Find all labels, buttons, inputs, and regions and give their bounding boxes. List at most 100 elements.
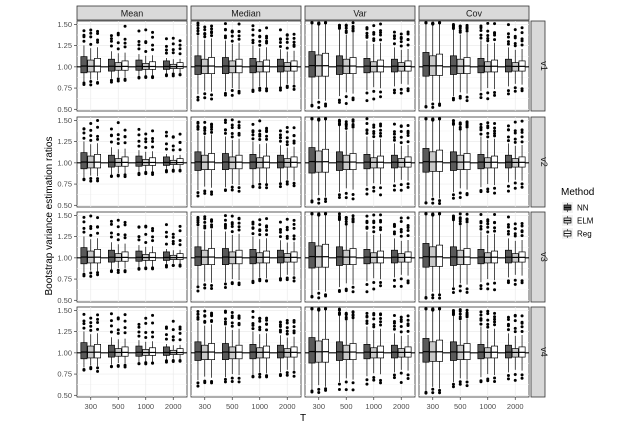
outlier-point	[116, 218, 120, 222]
outlier-point	[344, 23, 348, 27]
outlier-point	[251, 122, 255, 126]
outlier-point	[116, 225, 120, 229]
outlier-point	[337, 122, 341, 126]
outlier-point	[486, 21, 490, 25]
y-tick-label: 1.00	[57, 158, 72, 167]
outlier-point	[144, 172, 148, 176]
outlier-point	[479, 190, 483, 194]
outlier-point	[292, 139, 296, 143]
outlier-point	[178, 148, 182, 152]
outlier-point	[493, 311, 497, 315]
outlier-point	[178, 43, 182, 47]
outlier-point	[372, 123, 376, 127]
outlier-point	[292, 134, 296, 138]
outlier-point	[406, 376, 410, 380]
outlier-point	[96, 271, 100, 275]
outlier-point	[324, 117, 328, 121]
outlier-point	[265, 34, 269, 38]
outlier-point	[479, 92, 483, 96]
outlier-point	[493, 288, 497, 292]
outlier-point	[317, 117, 321, 121]
outlier-point	[89, 31, 93, 35]
outlier-point	[506, 35, 510, 39]
outlier-point	[392, 376, 396, 380]
outlier-point	[116, 232, 120, 236]
outlier-point	[223, 118, 227, 122]
outlier-point	[493, 126, 497, 130]
x-tick-label: 2000	[279, 402, 296, 411]
outlier-point	[406, 373, 410, 377]
outlier-point	[210, 125, 214, 129]
outlier-point	[285, 234, 289, 238]
outlier-point	[89, 321, 93, 325]
outlier-point	[144, 362, 148, 366]
outlier-point	[351, 21, 355, 25]
outlier-point	[372, 97, 376, 101]
outlier-point	[203, 319, 207, 323]
outlier-point	[372, 189, 376, 193]
outlier-point	[451, 193, 455, 197]
outlier-point	[506, 215, 510, 219]
outlier-point	[506, 184, 510, 188]
outlier-point	[317, 307, 321, 311]
outlier-point	[506, 42, 510, 46]
facet-strip-label: v4	[539, 347, 549, 357]
box-reg	[436, 339, 444, 362]
outlier-point	[223, 320, 227, 324]
y-tick-label: 0.75	[57, 84, 72, 93]
box-nn	[80, 152, 88, 170]
outlier-point	[493, 90, 497, 94]
outlier-point	[278, 320, 282, 324]
outlier-point	[96, 118, 100, 122]
outlier-point	[96, 38, 100, 42]
outlier-point	[292, 370, 296, 374]
outlier-point	[96, 320, 100, 324]
y-tick-label: 1.25	[57, 232, 72, 241]
outlier-point	[372, 280, 376, 284]
outlier-point	[196, 191, 200, 195]
outlier-point	[230, 89, 234, 93]
outlier-point	[520, 224, 524, 228]
panel-median-v3	[190, 211, 302, 303]
outlier-point	[465, 23, 469, 27]
outlier-point	[210, 24, 214, 28]
outlier-point	[278, 136, 282, 140]
outlier-point	[223, 317, 227, 321]
outlier-point	[223, 309, 227, 313]
outlier-point	[451, 196, 455, 200]
y-tick-label: 1.50	[57, 116, 72, 125]
outlier-point	[265, 217, 269, 221]
outlier-point	[513, 227, 517, 231]
outlier-point	[278, 88, 282, 92]
outlier-point	[379, 312, 383, 316]
outlier-point	[365, 192, 369, 196]
outlier-point	[399, 130, 403, 134]
outlier-point	[379, 128, 383, 132]
facet-strip-var	[304, 5, 416, 21]
outlier-point	[451, 382, 455, 386]
box-nn	[450, 55, 457, 75]
outlier-point	[479, 122, 483, 126]
outlier-point	[196, 29, 200, 33]
outlier-point	[251, 226, 255, 230]
outlier-point	[379, 280, 383, 284]
outlier-point	[144, 145, 148, 149]
outlier-point	[164, 230, 168, 234]
outlier-point	[96, 32, 100, 36]
outlier-point	[317, 100, 321, 104]
outlier-point	[458, 312, 462, 316]
outlier-point	[151, 172, 155, 176]
outlier-point	[123, 24, 127, 28]
outlier-point	[365, 314, 369, 318]
outlier-point	[251, 375, 255, 379]
outlier-point	[520, 140, 524, 144]
outlier-point	[89, 79, 93, 83]
outlier-point	[265, 87, 269, 91]
x-tick-label: 1000	[479, 402, 496, 411]
outlier-point	[337, 100, 341, 104]
outlier-point	[285, 140, 289, 144]
outlier-point	[203, 286, 207, 290]
facet-strip-label: v1	[539, 61, 549, 71]
outlier-point	[278, 45, 282, 49]
outlier-point	[379, 134, 383, 138]
